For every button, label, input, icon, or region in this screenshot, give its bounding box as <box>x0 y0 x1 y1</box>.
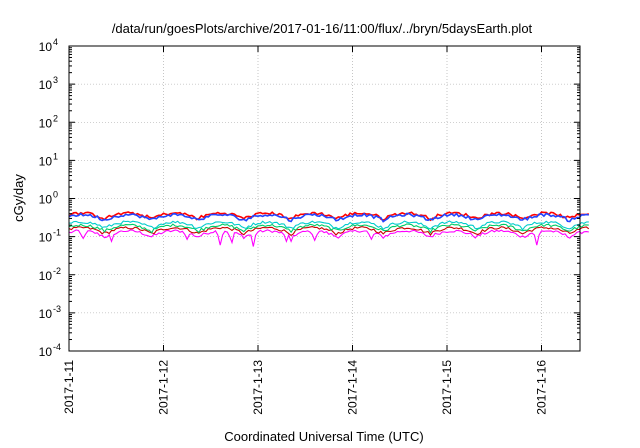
chart-title: /data/run/goesPlots/archive/2017-01-16/1… <box>112 21 533 36</box>
y-tick-label: 10 <box>39 231 53 245</box>
x-tick-label: 2017-1-13 <box>251 360 265 415</box>
x-axis: 2017-1-11 2017-1-12 2017-1-13 2017-1-14 2017… <box>62 46 549 415</box>
x-tick-label: 2017-1-12 <box>157 360 171 415</box>
y-axis-label: cGy/day <box>11 174 26 222</box>
grid-lines <box>69 46 580 351</box>
y-tick-exponent: -3 <box>53 304 61 314</box>
series-group <box>68 211 590 247</box>
y-tick-label: 10 <box>39 269 53 283</box>
x-tick-label: 2017-1-15 <box>440 360 454 415</box>
y-tick-exponent: -2 <box>53 266 61 276</box>
x-tick-label: 2017-1-11 <box>62 360 76 414</box>
y-tick-exponent: 2 <box>53 113 58 123</box>
series-line <box>68 229 589 247</box>
series-line <box>68 223 589 234</box>
x-axis-label: Coordinated Universal Time (UTC) <box>224 429 423 444</box>
y-tick-label: 10 <box>39 78 53 92</box>
y-tick-exponent: 0 <box>53 190 58 200</box>
y-tick-label: 10 <box>39 40 53 54</box>
series-line <box>68 211 590 222</box>
series-line <box>68 212 589 223</box>
y-tick-exponent: 1 <box>53 151 58 161</box>
x-tick-label: 2017-1-16 <box>535 360 549 415</box>
y-tick-exponent: 3 <box>53 75 58 85</box>
y-tick-exponent: 4 <box>53 37 58 47</box>
y-tick-exponent: -4 <box>53 342 61 352</box>
y-tick-label: 10 <box>39 116 53 130</box>
y-tick-exponent: -1 <box>53 228 61 238</box>
y-tick-label: 10 <box>39 307 53 321</box>
y-tick-label: 10 <box>39 345 53 359</box>
x-tick-label: 2017-1-14 <box>346 360 360 415</box>
series-line <box>68 226 590 237</box>
series-line <box>68 220 589 231</box>
y-tick-label: 10 <box>39 193 53 207</box>
y-tick-label: 10 <box>39 154 53 168</box>
